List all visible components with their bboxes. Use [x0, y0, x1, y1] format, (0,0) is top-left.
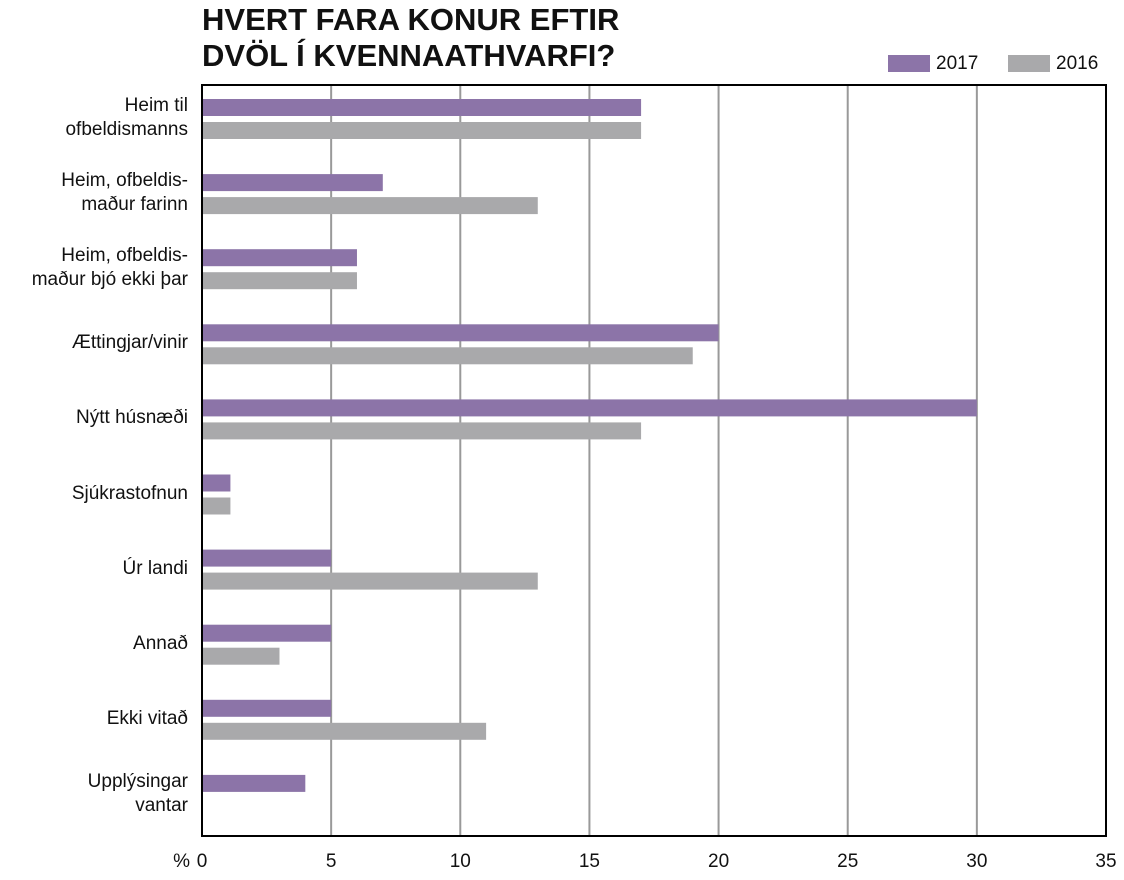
x-tick-label: 30 [966, 851, 987, 872]
y-tick-label: Heim, ofbeldis- maður farinn [61, 170, 188, 216]
bar [202, 249, 357, 267]
x-tick-label: 0 [197, 851, 208, 872]
bar [202, 174, 383, 192]
bar [202, 774, 306, 792]
bar [202, 399, 977, 417]
chart-title: HVERT FARA KONUR EFTIR DVÖL Í KVENNAATHV… [202, 2, 620, 73]
plot-frame [201, 84, 1107, 837]
legend-swatch [888, 55, 930, 72]
y-tick-label: Úr landi [122, 557, 188, 579]
bar [202, 197, 538, 215]
y-tick-label: Sjúkrastofnun [71, 482, 188, 504]
x-tick-label: 35 [1095, 851, 1116, 872]
y-tick-label: Ekki vitað [106, 707, 188, 729]
bar [202, 572, 538, 590]
x-tick-label: 15 [579, 851, 600, 872]
legend-label: 2017 [936, 53, 978, 74]
x-unit: % [173, 851, 190, 872]
bar [202, 624, 332, 642]
x-tick-label: 25 [837, 851, 858, 872]
bar [202, 272, 357, 290]
y-tick-label: Upplýsingar vantar [87, 770, 188, 816]
x-tick-label: 20 [708, 851, 729, 872]
bar [202, 497, 231, 515]
bar [202, 122, 642, 139]
bar [202, 722, 487, 740]
bar [202, 99, 642, 116]
bar [202, 347, 693, 365]
legend-swatch [1008, 55, 1050, 72]
legend-label: 2016 [1056, 53, 1098, 74]
bar [202, 324, 719, 342]
y-tick-label: Ættingjar/vinir [71, 332, 188, 354]
x-tick-label: 10 [450, 851, 471, 872]
bar [202, 422, 642, 440]
y-tick-label: Heim, ofbeldis- maður bjó ekki þar [31, 245, 188, 291]
bar [202, 699, 332, 717]
bar [202, 549, 332, 567]
y-tick-label: Nýtt húsnæði [76, 407, 188, 429]
bar [202, 647, 280, 665]
y-tick-label: Heim til ofbeldismanns [65, 95, 188, 140]
bar [202, 474, 231, 492]
y-tick-label: Annað [133, 632, 188, 654]
x-tick-label: 5 [326, 851, 337, 872]
